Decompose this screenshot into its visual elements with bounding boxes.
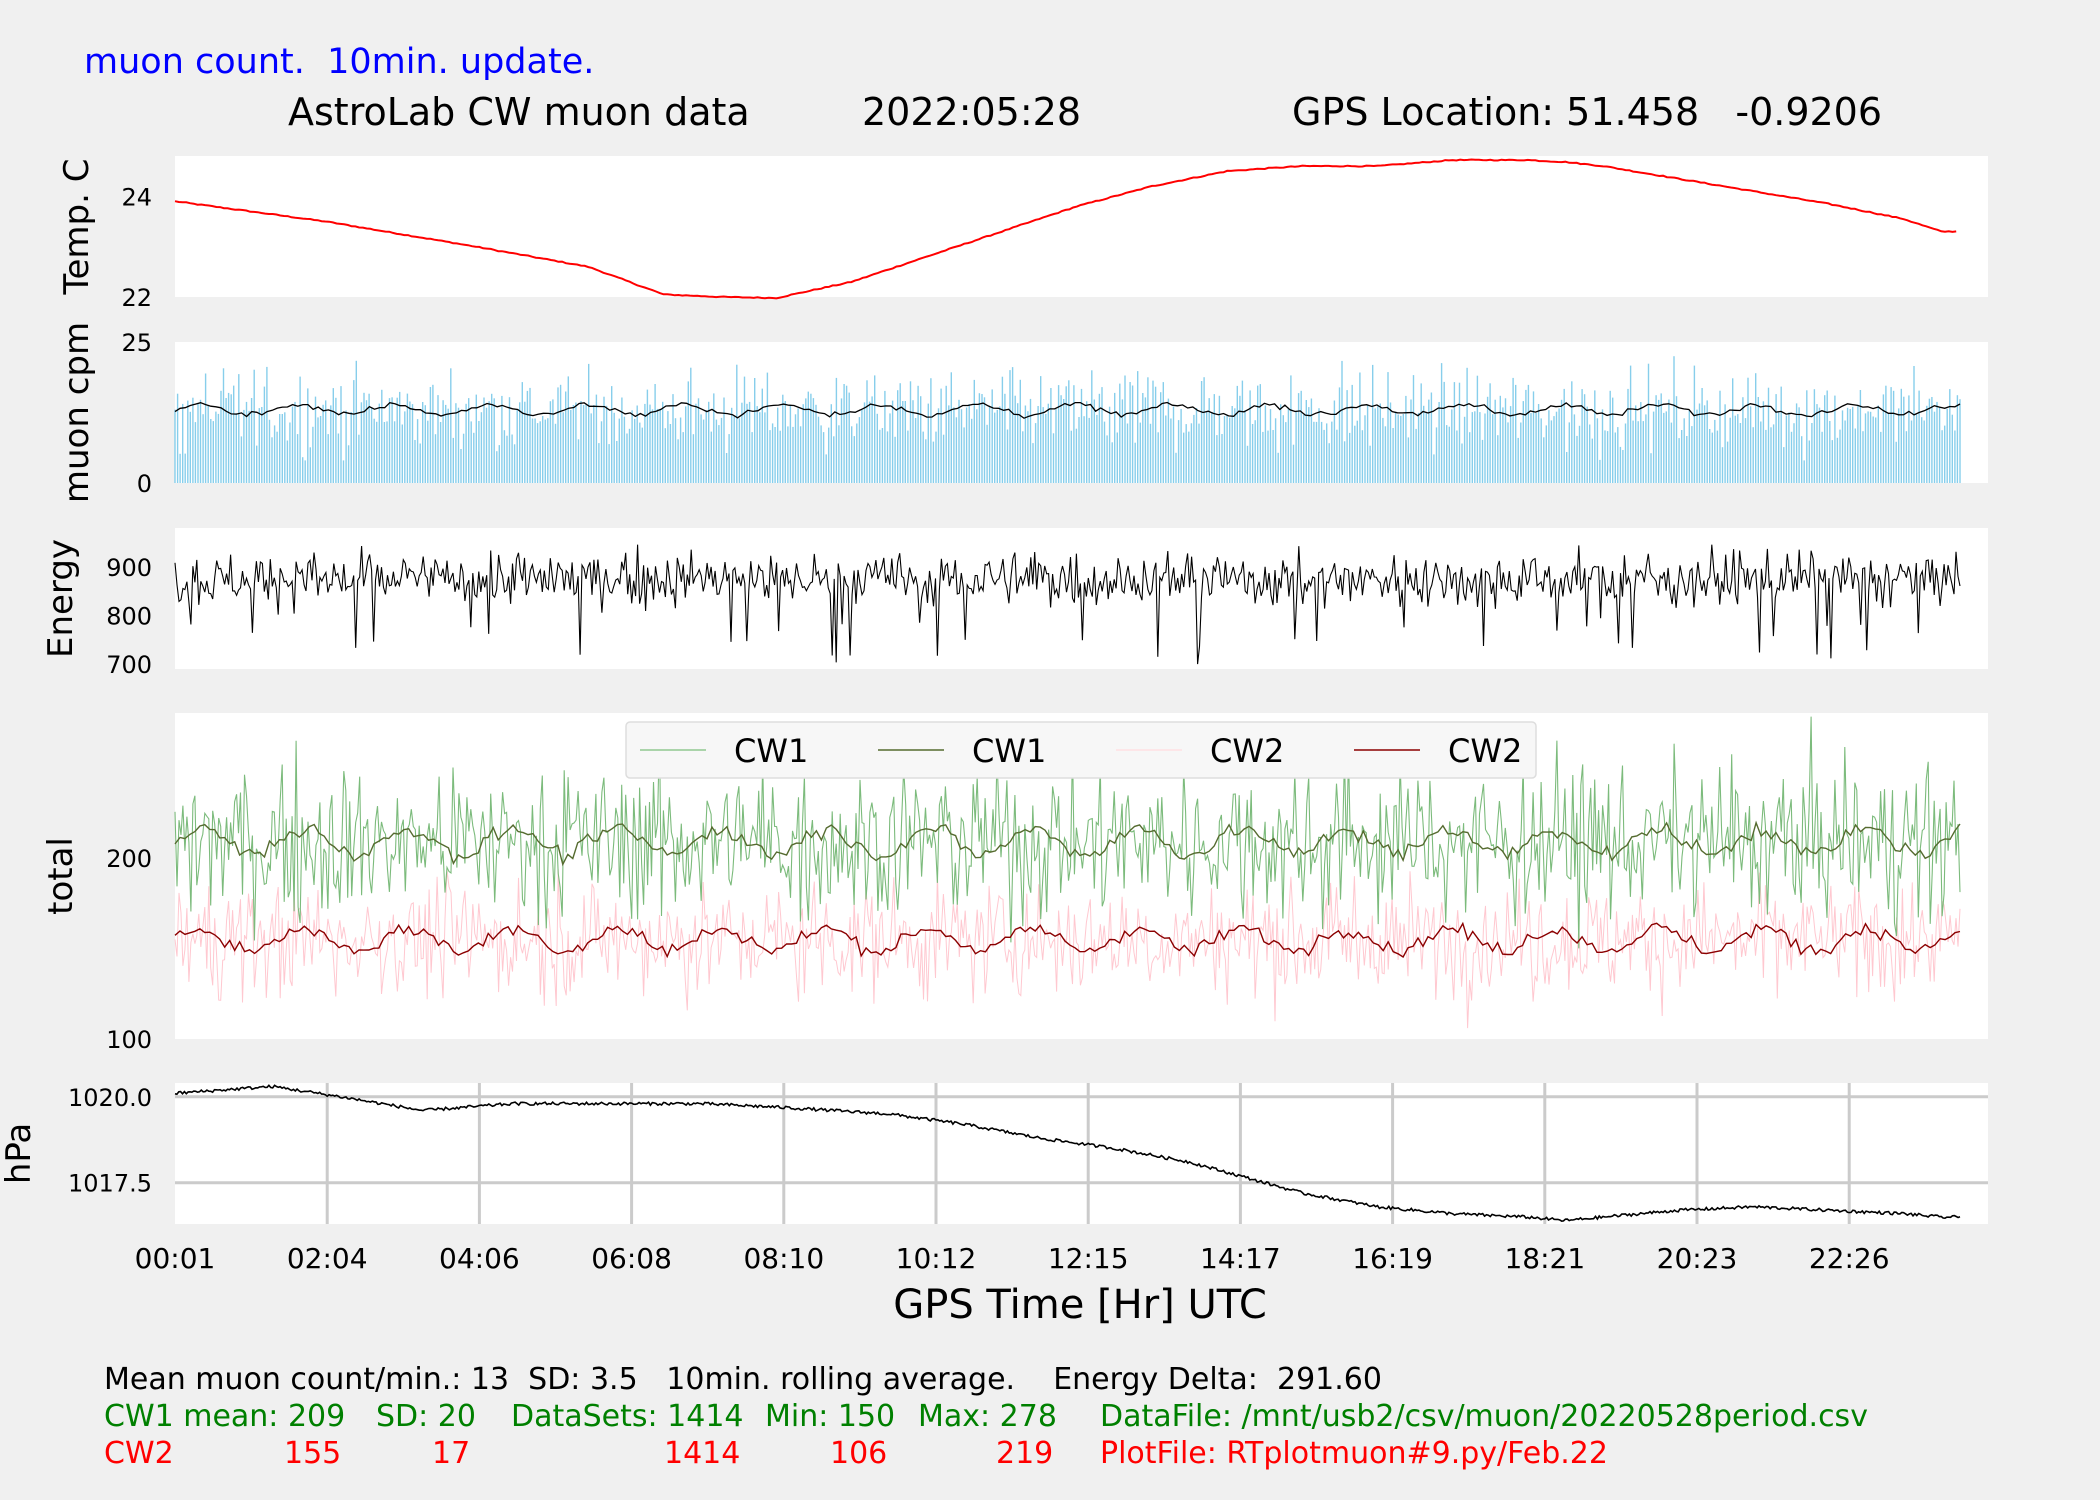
cw2-sd: 17 — [432, 1436, 471, 1471]
cw1-sd: SD: 20 — [376, 1399, 476, 1434]
x-tick-label: 14:17 — [1200, 1242, 1281, 1275]
footer-summary: Mean muon count/min.: 13 SD: 3.5 10min. … — [104, 1362, 1382, 1397]
x-axis-label: GPS Time [Hr] UTC — [893, 1282, 1267, 1328]
x-tick-label: 16:19 — [1352, 1242, 1433, 1275]
x-tick-label: 20:23 — [1657, 1242, 1738, 1275]
chart-title: AstroLab CW muon data — [288, 90, 750, 134]
plot-panel-1 — [175, 156, 1988, 297]
y-tick-label: 22 — [121, 284, 152, 312]
temperature-line — [174, 158, 1957, 300]
y-axis-label-5: hPa — [0, 1123, 39, 1184]
plot-file: PlotFile: RTplotmuon#9.py/Feb.22 — [1100, 1436, 1608, 1471]
y-tick-label: 100 — [106, 1026, 152, 1054]
x-tick-label: 04:06 — [439, 1242, 520, 1275]
cw2-mean: 155 — [284, 1436, 342, 1471]
cw2-label: CW2 — [104, 1436, 174, 1471]
cw1-max: Max: 278 — [918, 1399, 1057, 1434]
y-tick-label: 800 — [106, 603, 152, 631]
legend-label-1: CW1 — [734, 732, 808, 770]
y-tick-label: 700 — [106, 651, 152, 679]
cw2-raw-line — [174, 869, 1961, 1029]
y-tick-label: 25 — [121, 329, 152, 357]
y-tick-label: 900 — [106, 554, 152, 582]
legend-label-2: CW1 — [972, 732, 1046, 770]
cw1-raw-line — [174, 716, 1961, 949]
y-tick-label: 24 — [121, 183, 152, 211]
plot-panel-5 — [175, 1083, 1988, 1224]
x-tick-label: 06:08 — [591, 1242, 672, 1275]
pressure-line — [174, 1084, 1961, 1223]
data-file: DataFile: /mnt/usb2/csv/muon/20220528per… — [1100, 1399, 1868, 1434]
muon-cpm-rolling-average — [174, 401, 1961, 419]
y-axis-label-2: muon cpm — [57, 322, 97, 503]
legend-label-3: CW2 — [1210, 732, 1284, 770]
gps-location: GPS Location: 51.458 -0.9206 — [1292, 90, 1883, 134]
y-axis-label-4: total — [41, 837, 81, 915]
x-tick-label: 02:04 — [287, 1242, 368, 1275]
cw1-min: Min: 150 — [765, 1399, 896, 1434]
energy-line — [174, 544, 1961, 665]
y-tick-label: 0 — [137, 470, 152, 498]
cw2-datasets: 1414 — [664, 1436, 741, 1471]
legend-box — [625, 721, 1537, 779]
x-tick-label: 12:15 — [1048, 1242, 1129, 1275]
y-axis-label-3: Energy — [41, 539, 81, 658]
plot-panel-3 — [175, 528, 1988, 669]
cw1-mean: CW1 mean: 209 — [104, 1399, 346, 1434]
cw1-datasets: DataSets: 1414 — [511, 1399, 744, 1434]
date-label: 2022:05:28 — [862, 90, 1082, 134]
y-tick-label: 200 — [106, 845, 152, 873]
x-tick-label: 10:12 — [896, 1242, 977, 1275]
cw2-max: 219 — [996, 1436, 1054, 1471]
muon-cpm-bars — [174, 356, 1961, 483]
pressure-gridlines — [175, 1083, 1988, 1224]
y-axis-label-1: Temp. C — [57, 159, 97, 296]
subtitle: muon count. 10min. update. — [84, 42, 595, 82]
x-tick-label: 18:21 — [1504, 1242, 1585, 1275]
cw1-rolling-line — [174, 820, 1961, 867]
x-tick-label: 22:26 — [1809, 1242, 1890, 1275]
legend-label-4: CW2 — [1448, 732, 1522, 770]
x-tick-label: 00:01 — [135, 1242, 216, 1275]
y-tick-label: 1020.0 — [68, 1084, 152, 1112]
cw2-min: 106 — [830, 1436, 888, 1471]
x-tick-label: 08:10 — [743, 1242, 824, 1275]
cw2-rolling-line — [174, 921, 1961, 959]
y-tick-label: 1017.5 — [68, 1170, 152, 1198]
